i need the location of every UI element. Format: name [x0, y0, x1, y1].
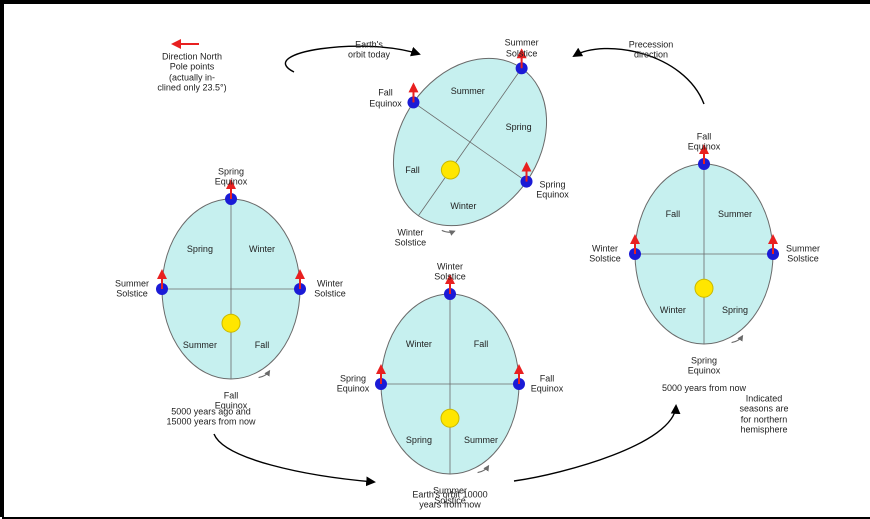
sun — [695, 279, 713, 297]
label: Spring Equinox — [688, 356, 721, 377]
label: Fall — [474, 338, 489, 348]
label: Fall — [255, 340, 270, 350]
label: 5000 years from now — [662, 383, 746, 393]
label: Earth's orbit 10000 years from now — [412, 490, 487, 511]
label: Winter — [450, 200, 476, 210]
diagram-stage — [4, 4, 870, 517]
orbit-direction-arrow — [442, 225, 455, 237]
precession-arrow — [214, 434, 374, 482]
label: Summer Solstice — [786, 244, 820, 265]
orbit-direction-arrow — [259, 371, 270, 378]
label: Spring — [187, 243, 213, 253]
label: 5000 years ago and 15000 years from now — [166, 407, 255, 428]
label: Summer — [183, 340, 217, 350]
sun — [222, 314, 240, 332]
sun — [441, 409, 459, 427]
label: Direction North Pole points (actually in… — [157, 51, 226, 92]
label: Summer — [451, 86, 485, 96]
label: Earth's orbit today — [348, 40, 390, 61]
label: Summer — [464, 435, 498, 445]
label: Summer Solstice — [505, 38, 539, 59]
label: Spring — [406, 435, 432, 445]
label: Precession direction — [629, 40, 674, 61]
label: Fall Equinox — [531, 374, 564, 395]
label: Spring Equinox — [536, 179, 569, 200]
label: Fall Equinox — [369, 88, 402, 109]
orbit-direction-arrow — [732, 336, 743, 343]
orbit-left — [156, 193, 306, 379]
label: Winter Solstice — [395, 227, 427, 248]
label: Summer Solstice — [115, 279, 149, 300]
label: Spring Equinox — [215, 167, 248, 188]
orbit-direction-arrow — [478, 466, 489, 473]
label: Winter — [406, 338, 432, 348]
label: Winter Solstice — [589, 244, 621, 265]
label: Winter — [660, 305, 686, 315]
label: Fall — [405, 165, 420, 175]
precession-arrow — [514, 406, 676, 481]
label: Winter — [249, 243, 275, 253]
orbit-right — [629, 158, 779, 344]
label: Spring Equinox — [337, 374, 370, 395]
label: Summer — [718, 208, 752, 218]
label: Spring — [506, 121, 532, 131]
label: Winter Solstice — [434, 262, 466, 283]
label: Fall — [666, 208, 681, 218]
label: Fall Equinox — [688, 132, 721, 153]
orbit-bottom — [375, 288, 525, 474]
label: Indicated seasons are for northern hemis… — [739, 393, 788, 434]
orbit-top — [357, 20, 587, 258]
label: Spring — [722, 305, 748, 315]
label: Winter Solstice — [314, 279, 346, 300]
